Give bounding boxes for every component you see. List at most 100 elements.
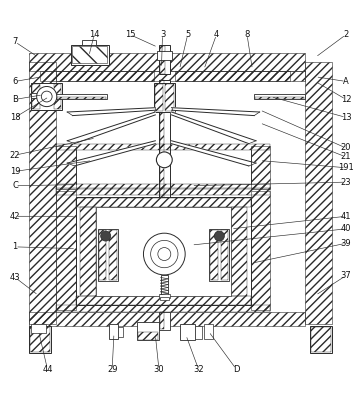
Polygon shape [171, 108, 260, 115]
Bar [56, 146, 76, 189]
Text: 14: 14 [89, 30, 99, 39]
Text: 6: 6 [12, 77, 18, 86]
Bar [56, 305, 270, 312]
Text: 12: 12 [341, 95, 351, 104]
Polygon shape [171, 141, 256, 166]
Bar [138, 332, 158, 339]
Bar [72, 46, 108, 63]
Bar [30, 327, 50, 352]
Bar [96, 207, 231, 296]
Polygon shape [67, 141, 155, 166]
Bar [30, 312, 305, 326]
Bar [31, 93, 39, 98]
Bar [56, 144, 270, 150]
Circle shape [158, 247, 171, 261]
Bar [56, 188, 270, 195]
Text: 41: 41 [341, 212, 351, 221]
Text: 39: 39 [341, 239, 351, 248]
Bar [160, 312, 164, 329]
Text: 4: 4 [214, 30, 219, 39]
Text: 5: 5 [185, 30, 190, 39]
Bar [56, 94, 107, 99]
Bar [82, 40, 96, 46]
Text: 37: 37 [340, 271, 351, 280]
Bar [159, 46, 170, 74]
Text: 29: 29 [107, 365, 117, 374]
Bar [231, 207, 247, 296]
Bar [254, 94, 305, 99]
Text: 15: 15 [125, 30, 135, 39]
Bar [210, 230, 218, 280]
Bar [160, 81, 164, 270]
Bar [32, 84, 40, 109]
Bar [195, 326, 202, 339]
Text: 19: 19 [10, 167, 20, 176]
Text: 30: 30 [154, 365, 164, 374]
Bar [159, 312, 170, 330]
Bar [161, 275, 168, 296]
Text: 40: 40 [341, 224, 351, 233]
Text: 20: 20 [341, 143, 351, 152]
Bar [204, 324, 213, 339]
Bar [118, 327, 123, 337]
Circle shape [214, 231, 225, 241]
Bar [153, 83, 175, 112]
Bar [57, 97, 106, 99]
Text: 43: 43 [10, 273, 20, 282]
Text: 1: 1 [12, 242, 18, 252]
Text: 7: 7 [12, 37, 18, 46]
Text: C: C [12, 181, 18, 190]
Text: 13: 13 [341, 113, 351, 122]
Text: A: A [343, 77, 349, 86]
Bar [159, 294, 170, 298]
Bar [165, 84, 174, 111]
Text: 18: 18 [10, 113, 20, 122]
Bar [30, 53, 305, 71]
Bar [76, 197, 251, 305]
Bar [40, 71, 290, 81]
Polygon shape [67, 112, 155, 144]
Bar [109, 324, 118, 339]
Bar [76, 199, 251, 207]
Bar [56, 191, 76, 310]
Polygon shape [171, 112, 256, 144]
Text: 2: 2 [343, 30, 349, 39]
Bar [56, 71, 153, 81]
Text: D: D [233, 365, 239, 374]
Text: 44: 44 [42, 365, 53, 374]
Bar [155, 84, 163, 111]
Circle shape [143, 233, 185, 275]
Circle shape [156, 152, 172, 168]
Text: 8: 8 [244, 30, 250, 39]
Bar [251, 146, 270, 189]
Bar [159, 80, 170, 270]
Bar [180, 324, 195, 340]
Circle shape [37, 86, 57, 106]
Bar [54, 84, 61, 109]
Bar [99, 230, 106, 280]
Bar [251, 191, 270, 310]
Text: 42: 42 [10, 212, 20, 221]
Text: 3: 3 [160, 30, 165, 39]
Bar [310, 326, 331, 353]
Bar [80, 207, 96, 296]
Bar [30, 62, 56, 324]
Text: 32: 32 [193, 365, 204, 374]
Bar [255, 97, 304, 99]
Bar [109, 230, 117, 280]
Bar [31, 83, 62, 110]
Circle shape [101, 231, 111, 241]
Bar [98, 229, 118, 281]
Bar [311, 327, 331, 352]
Bar [305, 62, 331, 324]
Bar [209, 229, 229, 281]
Text: 21: 21 [341, 152, 351, 162]
Text: 23: 23 [341, 178, 351, 187]
Bar [56, 184, 270, 189]
Bar [76, 296, 251, 305]
Bar [160, 46, 165, 74]
Circle shape [151, 240, 178, 268]
Text: B: B [12, 95, 18, 104]
Bar [31, 324, 45, 333]
Polygon shape [67, 108, 155, 115]
